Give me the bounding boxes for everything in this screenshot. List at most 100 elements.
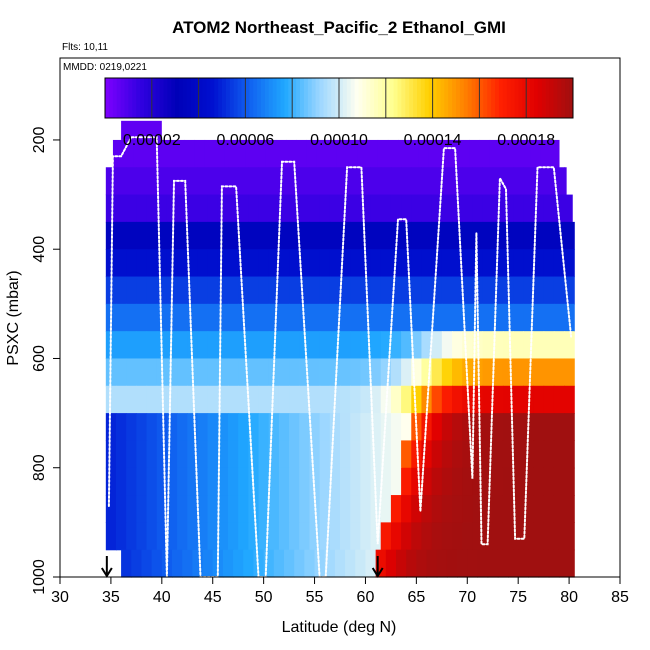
colorbar-segment <box>448 78 453 118</box>
heatmap-cell <box>177 276 188 305</box>
heatmap-cell <box>564 385 575 414</box>
heatmap-cell <box>197 194 209 223</box>
heatmap-cell <box>278 221 290 250</box>
heatmap-cell <box>553 467 565 496</box>
heatmap-cell <box>370 303 382 332</box>
heatmap-cell <box>329 303 341 332</box>
heatmap-cell <box>401 522 412 551</box>
heatmap-cell <box>390 495 402 523</box>
heatmap-cell <box>350 167 361 196</box>
colorbar-segment <box>354 78 359 118</box>
heatmap-cell <box>472 167 484 196</box>
heatmap-cell <box>540 139 552 168</box>
heatmap-cell <box>482 303 494 332</box>
heatmap-cell <box>367 139 379 168</box>
heatmap-cell <box>172 549 183 578</box>
heatmap-cell <box>380 358 392 387</box>
heatmap-cell <box>543 221 555 250</box>
heatmap-cell <box>105 467 117 496</box>
heatmap-cell <box>289 358 300 387</box>
heatmap-cell <box>192 549 204 578</box>
heatmap-cell <box>228 303 239 332</box>
x-tick-label: 80 <box>560 589 578 606</box>
colorbar-segment <box>440 78 445 118</box>
heatmap-cell <box>136 495 148 523</box>
heatmap-cell <box>340 276 351 305</box>
heatmap-cell <box>258 440 270 469</box>
heatmap-cell <box>116 495 127 523</box>
heatmap-cell <box>319 194 331 223</box>
heatmap-cell <box>569 549 575 578</box>
heatmap-cell <box>472 467 484 496</box>
heatmap-cell <box>421 522 433 551</box>
heatmap-cell <box>513 522 524 551</box>
heatmap-cell <box>126 358 137 387</box>
heatmap-cell <box>431 440 443 469</box>
heatmap-cell <box>360 440 372 469</box>
colorbar-tick-label: 0.00010 <box>310 132 368 149</box>
heatmap-cell <box>116 331 127 360</box>
heatmap-cell <box>207 413 219 442</box>
colorbar-segment <box>401 78 406 118</box>
heatmap-cell <box>452 358 463 387</box>
colorbar-segment <box>132 78 137 118</box>
heatmap-cell <box>116 385 127 414</box>
heatmap-cell <box>258 385 270 414</box>
heatmap-cell <box>278 249 290 278</box>
heatmap-cell <box>472 413 484 442</box>
profile-arrows <box>100 556 384 578</box>
heatmap-cell <box>452 194 463 223</box>
heatmap-cell <box>533 495 545 523</box>
heatmap-cell <box>228 167 239 196</box>
colorbar-segment <box>510 78 515 118</box>
heatmap-cell <box>370 249 382 278</box>
heatmap-cell <box>126 194 137 223</box>
heatmap-cell <box>523 495 535 523</box>
colorbar-segment <box>358 78 363 118</box>
heatmap-cell <box>564 167 567 196</box>
heatmap-cell <box>441 221 453 250</box>
heatmap-cell <box>289 194 300 223</box>
heatmap-cell <box>380 249 392 278</box>
colorbar-segment <box>179 78 184 118</box>
heatmap-cell <box>380 467 392 496</box>
heatmap-cell <box>543 467 555 496</box>
colorbar-segment <box>136 78 141 118</box>
heatmap-cell <box>431 276 443 305</box>
heatmap-cell <box>380 331 392 360</box>
heatmap-cell <box>166 385 178 414</box>
heatmap-cell <box>390 249 402 278</box>
heatmap-cell <box>411 331 423 360</box>
x-tick-label: 30 <box>51 589 69 606</box>
heatmap-cell <box>482 385 494 414</box>
heatmap-cell <box>153 139 165 168</box>
heatmap-cell <box>166 194 178 223</box>
heatmap-cell <box>360 276 372 305</box>
heatmap-cell <box>472 522 484 551</box>
heatmap-cell <box>502 413 514 442</box>
heatmap-cell <box>513 495 524 523</box>
heatmap-cell <box>523 303 535 332</box>
heatmap-cell <box>146 194 158 223</box>
colorbar-segment <box>284 78 289 118</box>
heatmap-cell <box>513 194 524 223</box>
colorbar-segment <box>144 78 149 118</box>
heatmap-cell <box>340 221 351 250</box>
heatmap-cell <box>278 194 290 223</box>
colorbar-segment <box>459 78 465 118</box>
heatmap-cell <box>253 549 265 578</box>
heatmap-cell <box>452 303 463 332</box>
colorbar-segment <box>495 78 500 118</box>
heatmap-cell <box>441 413 453 442</box>
heatmap-cell <box>248 413 260 442</box>
heatmap-cell <box>441 331 453 360</box>
heatmap-cell <box>309 385 321 414</box>
colorbar-tick-label: 0.00014 <box>404 132 462 149</box>
heatmap-cell <box>457 549 468 578</box>
heatmap-cell <box>177 413 188 442</box>
heatmap-cell <box>350 385 361 414</box>
heatmap-cell <box>452 331 463 360</box>
heatmap-cell <box>347 139 358 168</box>
heatmap-cell <box>482 331 494 360</box>
heatmap-cell <box>294 549 305 578</box>
